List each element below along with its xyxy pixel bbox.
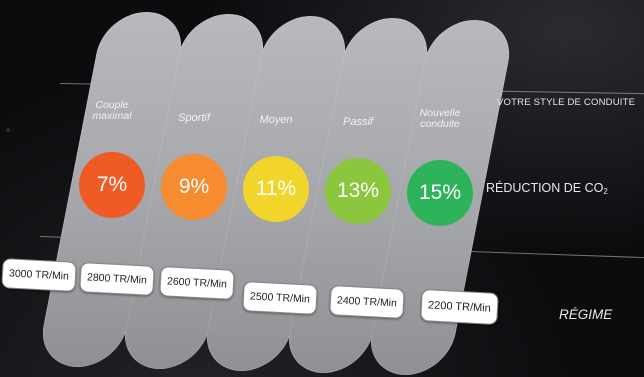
regime-pill-2500: 2500 TR/Min: [242, 281, 318, 315]
regime-pill-2400: 2400 TR/Min: [329, 285, 405, 319]
regime-pill-2600: 2600 TR/Min: [159, 266, 235, 300]
column-label: Nouvelle conduite: [419, 107, 461, 130]
reduction-circle: 7%: [79, 152, 145, 218]
regime-pill-3000: 3000 TR/Min: [1, 258, 77, 292]
reduction-circle: 9%: [161, 154, 227, 220]
style-row-label: VOTRE STYLE DE CONDUITE: [497, 97, 636, 108]
reduction-circle: 13%: [325, 158, 391, 224]
column-label: Passif: [343, 116, 373, 128]
reduction-row-label: RÉDUCTION DE CO2: [486, 181, 608, 196]
column-label: Sportif: [178, 112, 210, 124]
co2-subscript: 2: [603, 187, 608, 196]
regime-pill-2200: 2200 TR/Min: [420, 289, 499, 325]
reduction-circle: 15%: [407, 160, 473, 226]
reduction-circle: 11%: [243, 156, 309, 222]
regime-pill-2800: 2800 TR/Min: [79, 262, 155, 296]
column-label: Moyen: [259, 114, 293, 126]
column-label: Couple maximal: [92, 99, 132, 122]
regime-row-label: RÉGIME: [559, 307, 613, 322]
camera-dot: [6, 128, 10, 132]
